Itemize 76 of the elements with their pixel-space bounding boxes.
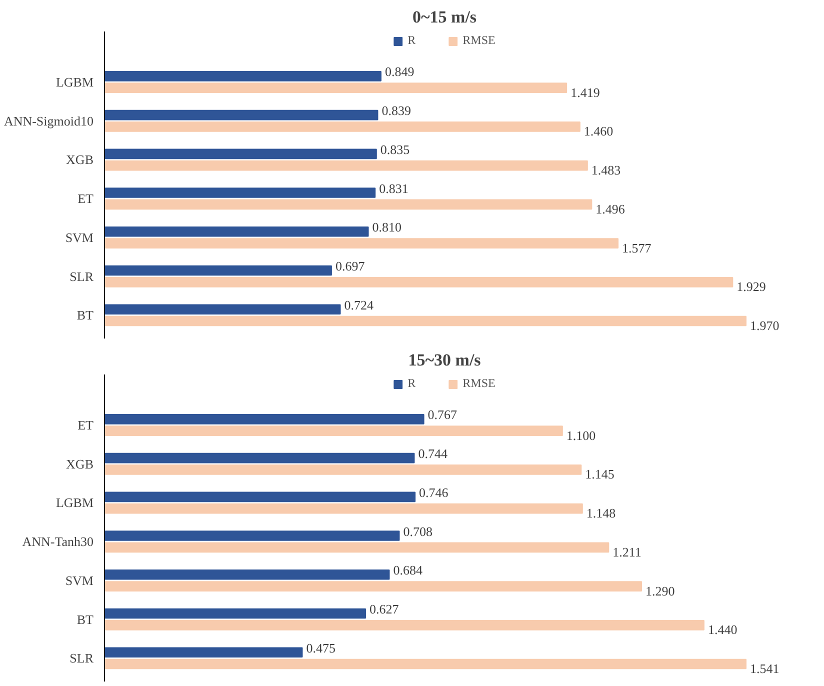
data-label: 0.835 [380,142,410,157]
legend-label: R [408,33,417,48]
legend-label: RMSE [462,376,496,391]
data-label: 1.541 [750,661,780,676]
bar [104,452,415,464]
data-label: 0.744 [418,446,448,462]
data-label: 1.419 [570,84,600,100]
data-label: 0.839 [382,103,411,118]
data-label: 1.145 [585,466,614,482]
legend-label: RMSE [462,33,496,48]
y-tick-label: ANN-Sigmoid10 [4,113,94,128]
bar [104,265,332,276]
data-label: 1.929 [736,279,766,294]
y-tick-label: BT [76,308,94,323]
bar [104,464,582,475]
bar [104,414,424,424]
y-tick-label: BT [76,612,94,627]
y-tick-label: XGB [66,456,94,472]
bar [104,238,619,248]
bar [104,316,747,326]
data-label: 0.831 [379,180,408,196]
data-label: 1.483 [591,162,621,178]
data-label: 1.148 [586,506,616,521]
bar [104,71,382,82]
data-label: 0.684 [393,562,423,578]
chart-title: 15~30 m/s [408,350,482,370]
chart-title: 0~15 m/s [412,8,477,26]
bar [104,530,400,541]
bar [104,276,734,288]
data-label: 1.496 [596,201,626,216]
data-label: 0.810 [372,220,402,235]
bar [104,304,341,315]
data-label: 1.460 [584,124,614,139]
bar [104,148,377,160]
bar [104,569,390,580]
y-tick-label: LGBM [56,495,94,510]
bar [104,110,378,120]
data-label: 0.708 [403,524,432,539]
y-tick-label: SVM [65,572,94,588]
y-tick-label: SVM [65,230,94,245]
bar [104,160,588,171]
bar [104,199,592,210]
bar [104,542,610,553]
y-tick-label: XGB [66,152,94,168]
data-label: 0.475 [306,640,336,656]
bar [104,503,583,514]
data-label: 1.577 [622,240,652,256]
data-label: 1.970 [750,318,780,334]
bar [104,647,303,658]
legend-label: R [408,376,417,391]
y-tick-label: ET [78,418,94,433]
y-tick-label: ANN-Tanh30 [22,534,94,550]
data-label: 0.849 [384,64,414,80]
y-tick-label: ET [78,191,94,206]
bar [104,492,416,502]
y-tick-label: SLR [70,268,94,284]
bar [104,581,642,592]
bar [104,188,376,198]
bar [104,620,704,630]
data-label: 1.100 [566,428,596,443]
data-label: 1.440 [708,622,738,638]
bar [104,658,747,670]
data-label: 0.767 [428,407,458,422]
y-tick-label: SLR [70,650,94,666]
bar [104,82,568,94]
data-label: 0.724 [344,297,374,312]
y-tick-label: LGBM [56,74,94,90]
bar [104,122,580,132]
bar [104,608,366,619]
bar [104,426,563,436]
bar [104,226,369,237]
data-label: 0.746 [419,484,449,500]
data-label: 1.290 [646,583,675,598]
data-label: 0.697 [335,258,366,274]
data-label: 0.627 [370,601,400,616]
data-label: 1.211 [612,544,642,560]
